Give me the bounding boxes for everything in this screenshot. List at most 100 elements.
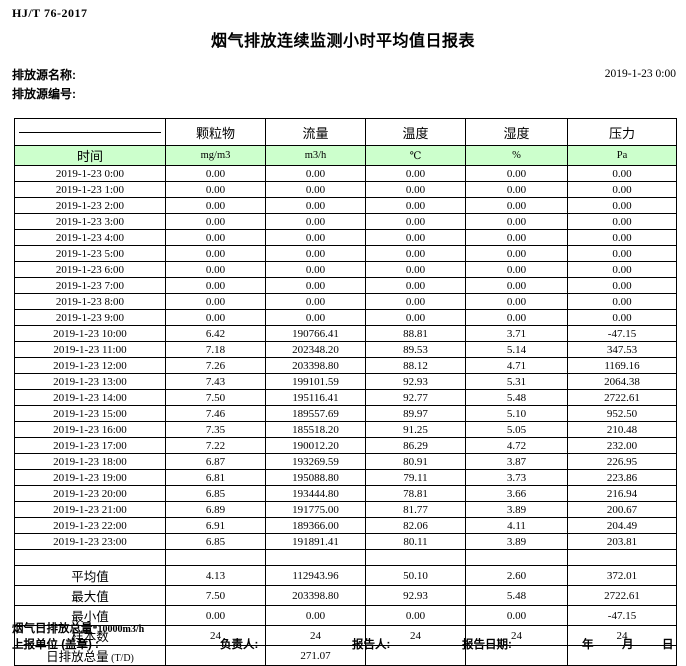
summary-value: 92.93 [365,585,466,606]
source-id-label: 排放源编号: [12,87,76,101]
summary-label: 最大值 [14,585,166,606]
cell-value: 0.00 [567,213,677,230]
cell-time: 2019-1-23 22:00 [14,517,166,534]
cell-value: 78.81 [365,485,466,502]
source-meta-block: 排放源名称: 排放源编号: [12,66,76,104]
cell-value: 82.06 [365,517,466,534]
report-date-label: 报告日期: [462,639,512,651]
cell-value: 0.00 [465,229,568,246]
cell-value: 0.00 [365,277,466,294]
chief-label: 负责人: [220,639,259,651]
cell-value: 0.00 [567,229,677,246]
summary-label-text: 最小值 [71,610,109,624]
cell-value: 6.87 [165,453,266,470]
cell-value: 0.00 [365,181,466,198]
summary-value: 24 [265,625,366,646]
cell-value: 0.00 [567,309,677,326]
cell-value: 7.43 [165,373,266,390]
cell-value: 0.00 [365,197,466,214]
cell-value: 3.66 [465,485,568,502]
table-row: 2019-1-23 17:00 7.22 190012.20 86.29 4.72 232… [14,437,677,454]
cell-value: -47.15 [567,325,677,342]
summary-value: 2722.61 [567,585,677,606]
summary-value: 5.48 [465,585,568,606]
unit-humidity: % [465,145,568,166]
table-row: 2019-1-23 4:00 0.00 0.00 0.00 0.00 0.00 [14,229,677,246]
cell-value: 226.95 [567,453,677,470]
summary-value: 4.13 [165,565,266,586]
footer-note: 烟气日排放总量*10000m3/h [12,620,144,636]
cell-value: 0.00 [165,213,266,230]
year-label: 年 [582,639,594,651]
cell-value: 189557.69 [265,405,366,422]
header-blank-cell [14,118,166,146]
cell-value: 200.67 [567,501,677,518]
day-label: 日 [662,639,674,651]
cell-value: 0.00 [465,213,568,230]
cell-value: 203.81 [567,533,677,550]
summary-value: -47.15 [567,605,677,626]
cell-time: 2019-1-23 19:00 [14,469,166,486]
cell-time: 2019-1-23 8:00 [14,293,166,310]
cell-value: 199101.59 [265,373,366,390]
cell-value: 0.00 [165,293,266,310]
cell-value: 3.87 [465,453,568,470]
cell-value: 0.00 [265,181,366,198]
summary-value: 203398.80 [265,585,366,606]
cell-value: 1169.16 [567,357,677,374]
cell-value: 193444.80 [265,485,366,502]
cell-value: 0.00 [265,197,366,214]
spacer-cell [265,549,366,566]
cell-value: 0.00 [567,261,677,278]
cell-value: 89.97 [365,405,466,422]
header-time: 时间 [14,145,166,166]
cell-value: 91.25 [365,421,466,438]
cell-value: 3.73 [465,469,568,486]
cell-value: 5.10 [465,405,568,422]
cell-value: 6.85 [165,533,266,550]
table-header: 颗粒物 流量 温度 湿度 压力 时间 mg/m3 m3/h ℃ % Pa [14,118,677,166]
cell-value: 0.00 [465,245,568,262]
cell-value: 7.50 [165,389,266,406]
cell-value: 7.18 [165,341,266,358]
cell-value: 0.00 [567,197,677,214]
summary-label: 平均值 [14,565,166,586]
cell-value: 232.00 [567,437,677,454]
cell-value: 0.00 [165,165,266,182]
cell-value: 216.94 [567,485,677,502]
cell-time: 2019-1-23 18:00 [14,453,166,470]
cell-value: 193269.59 [265,453,366,470]
header-flow: 流量 [265,118,366,146]
source-name-label: 排放源名称: [12,68,76,82]
summary-value: 50.10 [365,565,466,586]
unit-temperature: ℃ [365,145,466,166]
table-row: 2019-1-23 18:00 6.87 193269.59 80.91 3.87 226… [14,453,677,470]
cell-time: 2019-1-23 1:00 [14,181,166,198]
summary-value: 0.00 [165,605,266,626]
cell-value: 0.00 [567,277,677,294]
footer-note-unit: *10000m3/h [92,624,145,635]
spacer-cell [465,549,568,566]
cell-time: 2019-1-23 10:00 [14,325,166,342]
summary-row: 平均值 4.13 112943.96 50.10 2.60 372.01 [14,565,677,586]
cell-value: 5.31 [465,373,568,390]
table-row: 2019-1-23 9:00 0.00 0.00 0.00 0.00 0.00 [14,309,677,326]
spacer-cell [567,549,677,566]
cell-value: 0.00 [567,293,677,310]
cell-value: 0.00 [365,229,466,246]
table-row: 2019-1-23 16:00 7.35 185518.20 91.25 5.05 210… [14,421,677,438]
cell-value: 0.00 [165,181,266,198]
cell-value: 0.00 [365,165,466,182]
summary-value: 24 [365,625,466,646]
cell-value: 0.00 [165,229,266,246]
cell-value: 0.00 [465,181,568,198]
cell-value: 0.00 [465,293,568,310]
summary-value: 372.01 [567,565,677,586]
cell-time: 2019-1-23 7:00 [14,277,166,294]
spacer-cell [165,549,266,566]
cell-time: 2019-1-23 9:00 [14,309,166,326]
cell-time: 2019-1-23 11:00 [14,341,166,358]
summary-row: 最小值 0.00 0.00 0.00 0.00 -47.15 [14,605,677,626]
cell-value: 6.42 [165,325,266,342]
month-label: 月 [622,639,634,651]
